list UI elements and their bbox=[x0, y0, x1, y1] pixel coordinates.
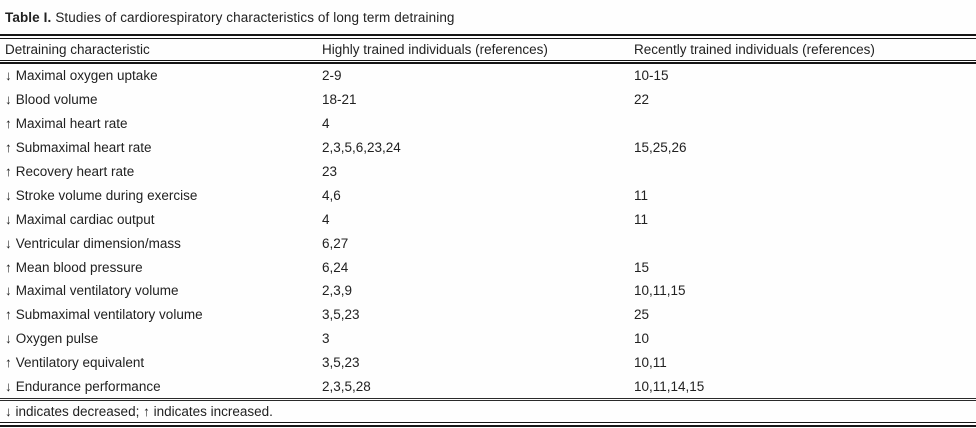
table-header-row: Detraining characteristic Highly trained… bbox=[0, 39, 976, 60]
highly-trained-refs: 3,5,23 bbox=[322, 307, 360, 323]
recently-trained-refs: 10,11,15 bbox=[634, 283, 686, 299]
highly-trained-refs: 18-21 bbox=[322, 92, 357, 108]
table-row: ↓ Maximal ventilatory volume 2,3,9 10,11,… bbox=[0, 279, 976, 303]
table-row: ↓ Oxygen pulse 3 10 bbox=[0, 327, 976, 351]
table-caption-number: Table I. bbox=[5, 9, 52, 25]
highly-trained-refs: 4 bbox=[322, 116, 330, 132]
table-row: ↑ Submaximal ventilatory volume 3,5,23 25 bbox=[0, 303, 976, 327]
arrow-decreased-icon: ↓ bbox=[5, 235, 12, 251]
arrow-decreased-icon: ↓ bbox=[5, 211, 12, 227]
arrow-decreased-icon: ↓ bbox=[5, 187, 12, 203]
characteristic-label: Maximal oxygen uptake bbox=[15, 68, 158, 84]
recently-trained-refs: 15 bbox=[634, 259, 650, 275]
recently-trained-refs: 22 bbox=[634, 92, 650, 108]
table-row: ↓ Blood volume 18-21 22 bbox=[0, 88, 976, 112]
characteristic-label: Stroke volume during exercise bbox=[15, 187, 198, 203]
table-row: ↑ Recovery heart rate 23 bbox=[0, 160, 976, 184]
highly-trained-refs: 2-9 bbox=[322, 68, 342, 84]
characteristic-label: Blood volume bbox=[15, 92, 98, 108]
highly-trained-refs: 6,27 bbox=[322, 235, 349, 251]
table-footnote: ↓ indicates decreased; ↑ indicates incre… bbox=[0, 401, 976, 422]
recently-trained-refs: 11 bbox=[634, 211, 649, 227]
table-caption: Table I. Studies of cardiorespiratory ch… bbox=[0, 0, 976, 34]
recently-trained-refs: 15,25,26 bbox=[634, 140, 687, 156]
column-header-highly-trained: Highly trained individuals (references) bbox=[322, 42, 548, 57]
characteristic-cell: ↑ Maximal heart rate bbox=[0, 116, 322, 131]
bottom-rule bbox=[0, 422, 976, 428]
recently-trained-refs: 10 bbox=[634, 331, 650, 347]
characteristic-cell: ↓ Blood volume bbox=[0, 92, 322, 107]
characteristic-label: Submaximal heart rate bbox=[15, 140, 152, 156]
arrow-decreased-icon: ↓ bbox=[5, 283, 12, 299]
characteristic-label: Ventricular dimension/mass bbox=[15, 235, 181, 251]
column-header-recently-trained: Recently trained individuals (references… bbox=[634, 42, 875, 57]
characteristic-cell: ↓ Maximal oxygen uptake bbox=[0, 68, 322, 83]
characteristic-cell: ↑ Mean blood pressure bbox=[0, 260, 322, 275]
characteristic-label: Maximal cardiac output bbox=[15, 211, 155, 227]
characteristic-label: Endurance performance bbox=[15, 379, 161, 395]
characteristic-cell: ↓ Maximal cardiac output bbox=[0, 212, 322, 227]
header-rule bbox=[0, 60, 976, 64]
column-header-characteristic: Detraining characteristic bbox=[5, 42, 150, 57]
highly-trained-refs: 6,24 bbox=[322, 259, 349, 275]
footnote-text: ↓ indicates decreased; ↑ indicates incre… bbox=[5, 404, 273, 420]
table-row: ↑ Submaximal heart rate 2,3,5,6,23,24 15,… bbox=[0, 136, 976, 160]
characteristic-label: Mean blood pressure bbox=[15, 259, 143, 275]
table-row: ↓ Stroke volume during exercise 4,6 11 bbox=[0, 183, 976, 207]
arrow-increased-icon: ↑ bbox=[5, 140, 12, 156]
characteristic-cell: ↓ Ventricular dimension/mass bbox=[0, 236, 322, 251]
top-rule bbox=[0, 34, 976, 39]
highly-trained-refs: 2,3,5,28 bbox=[322, 379, 371, 395]
table-row: ↑ Mean blood pressure 6,24 15 bbox=[0, 255, 976, 279]
characteristic-cell: ↓ Maximal ventilatory volume bbox=[0, 283, 322, 298]
characteristic-cell: ↓ Stroke volume during exercise bbox=[0, 188, 322, 203]
characteristic-cell: ↓ Endurance performance bbox=[0, 379, 322, 394]
table-row: ↓ Ventricular dimension/mass 6,27 bbox=[0, 231, 976, 255]
arrow-increased-icon: ↑ bbox=[5, 116, 12, 132]
highly-trained-refs: 3,5,23 bbox=[322, 355, 360, 371]
characteristic-label: Oxygen pulse bbox=[15, 331, 99, 347]
arrow-increased-icon: ↑ bbox=[5, 164, 12, 179]
characteristic-label: Maximal ventilatory volume bbox=[15, 283, 179, 299]
characteristic-label: Ventilatory equivalent bbox=[15, 355, 145, 371]
highly-trained-refs: 4,6 bbox=[322, 187, 341, 203]
recently-trained-refs: 10,11 bbox=[634, 355, 667, 371]
characteristic-cell: ↑ Submaximal heart rate bbox=[0, 140, 322, 155]
table-row: ↓ Maximal cardiac output 4 11 bbox=[0, 207, 976, 231]
highly-trained-refs: 4 bbox=[322, 211, 330, 227]
footnote-rule bbox=[0, 398, 976, 402]
characteristic-label: Recovery heart rate bbox=[15, 164, 135, 179]
table-row: ↑ Maximal heart rate 4 bbox=[0, 112, 976, 136]
recently-trained-refs: 25 bbox=[634, 307, 650, 323]
arrow-decreased-icon: ↓ bbox=[5, 68, 12, 84]
highly-trained-refs: 2,3,9 bbox=[322, 283, 353, 299]
characteristic-cell: ↑ Submaximal ventilatory volume bbox=[0, 307, 322, 322]
table-row: ↓ Endurance performance 2,3,5,28 10,11,14… bbox=[0, 375, 976, 399]
table-row: ↓ Maximal oxygen uptake 2-9 10-15 bbox=[0, 64, 976, 88]
table-body: ↓ Maximal oxygen uptake 2-9 10-15 ↓ Blood … bbox=[0, 64, 976, 398]
arrow-increased-icon: ↑ bbox=[5, 259, 12, 275]
highly-trained-refs: 23 bbox=[322, 164, 338, 179]
highly-trained-refs: 3 bbox=[322, 331, 330, 347]
characteristic-cell: ↓ Oxygen pulse bbox=[0, 331, 322, 346]
characteristic-cell: ↑ Recovery heart rate bbox=[0, 164, 322, 179]
arrow-decreased-icon: ↓ bbox=[5, 92, 12, 108]
highly-trained-refs: 2,3,5,6,23,24 bbox=[322, 140, 401, 156]
arrow-increased-icon: ↑ bbox=[5, 355, 12, 371]
arrow-decreased-icon: ↓ bbox=[5, 379, 12, 395]
arrow-increased-icon: ↑ bbox=[5, 307, 12, 323]
characteristic-cell: ↑ Ventilatory equivalent bbox=[0, 355, 322, 370]
recently-trained-refs: 10,11,14,15 bbox=[634, 379, 705, 395]
recently-trained-refs: 10-15 bbox=[634, 68, 669, 84]
arrow-decreased-icon: ↓ bbox=[5, 331, 12, 347]
characteristic-label: Submaximal ventilatory volume bbox=[15, 307, 203, 323]
characteristic-label: Maximal heart rate bbox=[15, 116, 128, 132]
table-caption-text: Studies of cardiorespiratory characteris… bbox=[55, 9, 455, 25]
table-row: ↑ Ventilatory equivalent 3,5,23 10,11 bbox=[0, 351, 976, 375]
recently-trained-refs: 11 bbox=[634, 187, 649, 203]
